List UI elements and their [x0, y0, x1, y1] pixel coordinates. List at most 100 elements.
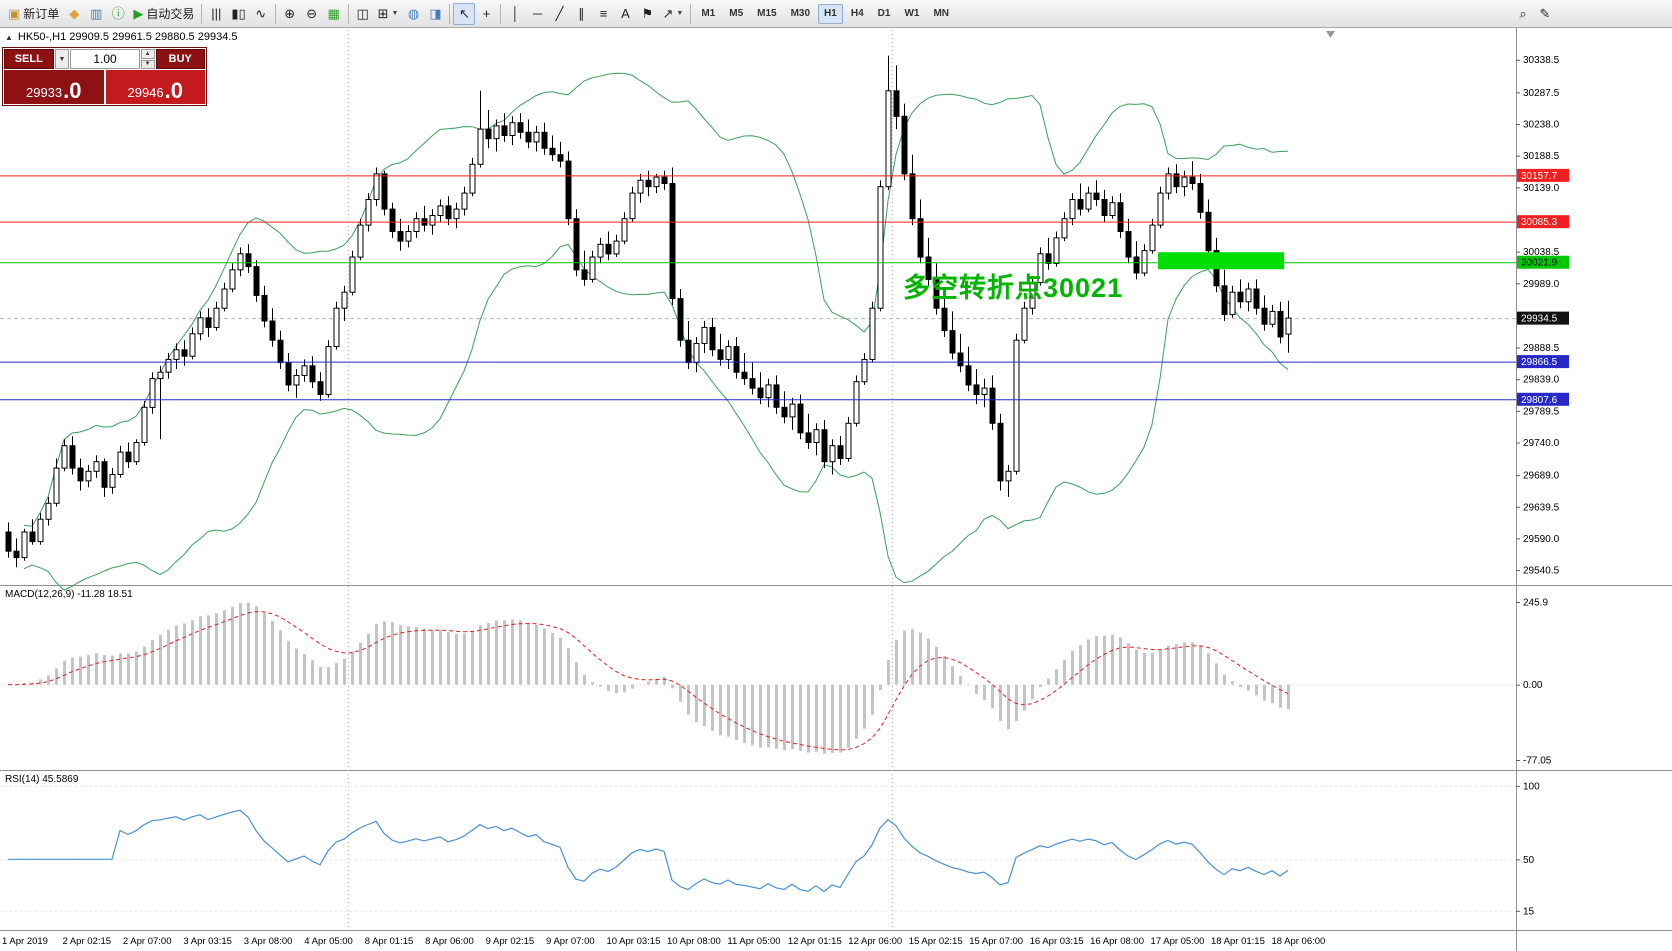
bear-candle	[69, 445, 76, 469]
line-chart-icon: ∿	[255, 6, 267, 21]
crosshair-button[interactable]: +	[475, 3, 497, 25]
bull-candle	[621, 218, 628, 242]
text-label-button[interactable]: ⚑	[636, 3, 658, 25]
bear-candle	[797, 403, 804, 434]
bull-candle	[1037, 253, 1044, 284]
bear-candle	[965, 365, 972, 386]
zoom-in-button[interactable]: ⊕	[279, 3, 301, 25]
autotrading-button[interactable]: ▶ 自动交易	[129, 3, 198, 25]
bull-candle	[1149, 224, 1156, 252]
time-axis[interactable]: 1 Apr 2019 2 Apr 02:15 2 Apr 07:00 3 Apr 03…	[2, 936, 1325, 947]
macd-axis-label: 0.00	[1523, 680, 1543, 691]
svg-text:29989.0: 29989.0	[1523, 279, 1560, 290]
new-order-label: 新订单	[23, 7, 60, 21]
time-axis-label: 10 Apr 08:00	[667, 936, 721, 947]
trendline-button[interactable]: ╱	[548, 3, 570, 25]
bear-candle	[573, 218, 580, 271]
new-order-button[interactable]: ▣ 新订单	[4, 3, 63, 25]
arrows-dropdown-icon[interactable]: ▼	[676, 10, 684, 17]
volume-input[interactable]: 1.00	[70, 49, 140, 69]
navigator-button[interactable]: ◍	[402, 3, 424, 25]
autotrading-icon: ▶	[133, 6, 144, 21]
vertical-line-button[interactable]: │	[504, 3, 526, 25]
svg-text:29740.0: 29740.0	[1523, 438, 1560, 449]
bear-candle	[5, 531, 12, 552]
bull-candle	[157, 371, 164, 380]
bull-candle	[53, 467, 60, 504]
bear-candle	[1077, 199, 1084, 210]
equidistant-channel-button[interactable]: ∥	[570, 3, 592, 25]
bull-candle	[1061, 218, 1068, 239]
cursor-button[interactable]: ↖	[453, 2, 476, 25]
chart-annotation-text[interactable]: 多空转折点30021	[903, 273, 1124, 303]
bull-candle	[1053, 237, 1060, 264]
fibonacci-button[interactable]: ≡	[592, 3, 614, 25]
timeframe-MN[interactable]: MN	[933, 8, 949, 19]
bull-candle	[237, 253, 244, 271]
new-chart-button[interactable]: ⊞ ▼	[374, 3, 403, 25]
line-chart-button[interactable]: ∿	[250, 3, 272, 25]
text-icon: A	[621, 6, 630, 21]
bull-candle	[877, 186, 884, 309]
buy-price[interactable]: 29946.0	[105, 70, 205, 104]
time-axis-label: 12 Apr 01:15	[788, 936, 842, 947]
timeframe-M15[interactable]: M15	[757, 8, 777, 19]
auto-arrange-button[interactable]: ▦	[323, 3, 345, 25]
sell-price[interactable]: 29933.0	[4, 70, 104, 104]
market-watch-button[interactable]: ▥	[85, 3, 107, 25]
bear-candle	[269, 320, 276, 341]
svg-text:30338.5: 30338.5	[1523, 55, 1560, 66]
bear-candle	[205, 317, 212, 328]
zoom-out-button[interactable]: ⊖	[301, 3, 323, 25]
bear-candle	[1133, 256, 1140, 274]
timeframe-W1[interactable]: W1	[904, 8, 920, 19]
bear-candle	[1253, 288, 1260, 309]
data-window-button[interactable]: ⓘ	[107, 3, 129, 25]
time-axis-label: 18 Apr 01:15	[1211, 936, 1265, 947]
timeframe-M30[interactable]: M30	[790, 8, 811, 19]
timeframe-D1[interactable]: D1	[877, 8, 891, 19]
bull-candle	[373, 173, 380, 200]
sell-price-frac: .0	[63, 78, 82, 104]
time-axis-label: 8 Apr 01:15	[365, 936, 414, 947]
text-button[interactable]: A	[614, 3, 636, 25]
svg-text:30139.0: 30139.0	[1523, 183, 1560, 194]
new-chart-dropdown-icon[interactable]: ▼	[391, 10, 399, 17]
buy-price-frac: .0	[164, 78, 183, 104]
green-zone-rect[interactable]	[1158, 252, 1284, 270]
one-click-toggle-icon[interactable]: ▲	[5, 32, 13, 42]
timeframe-M1[interactable]: M1	[701, 8, 716, 19]
bear-candle	[909, 173, 916, 220]
volume-up-button[interactable]: ▲	[140, 49, 155, 59]
sell-button[interactable]: SELL	[4, 49, 54, 69]
bull-candle	[789, 403, 796, 418]
edit-button[interactable]: ✎	[1534, 3, 1556, 25]
price-axis[interactable]: 30338.5 30287.5 30238.0 30188.5 30139.0 30038…	[1516, 55, 1569, 577]
terminal-button[interactable]: ◨	[424, 3, 446, 25]
autotrading-label: 自动交易	[146, 7, 195, 21]
bull-candle	[477, 128, 484, 165]
horizontal-line-button[interactable]: ─	[526, 3, 548, 25]
bull-candle	[1157, 192, 1164, 226]
bear-candle	[949, 330, 956, 354]
favorites-button[interactable]: ◆	[63, 3, 85, 25]
timeframe-H4[interactable]: H4	[850, 8, 864, 19]
search-button[interactable]: ⌕	[1512, 3, 1534, 25]
volume-dropdown[interactable]: ▼	[54, 49, 70, 69]
volume-down-button[interactable]: ▼	[140, 59, 155, 69]
chart-shift-marker[interactable]	[1326, 31, 1335, 38]
arrows-button[interactable]: ↗ ▼	[658, 3, 687, 25]
time-axis-label: 9 Apr 07:00	[546, 936, 595, 947]
tile-windows-button[interactable]: ◫	[352, 3, 374, 25]
bar-chart-button[interactable]: |||	[205, 3, 227, 25]
timeframe-H1[interactable]: H1	[818, 3, 843, 24]
buy-button[interactable]: BUY	[155, 49, 205, 69]
buy-price-main: 29946	[127, 85, 164, 101]
timeframe-M5[interactable]: M5	[729, 8, 744, 19]
macd-indicator-label: MACD(12,26,9) -11.28 18.51	[5, 589, 133, 600]
bear-candle	[549, 147, 556, 156]
candlestick-chart-button[interactable]: ▮▯	[227, 3, 249, 25]
bear-candle	[1045, 253, 1052, 264]
bull-candle	[133, 442, 140, 463]
